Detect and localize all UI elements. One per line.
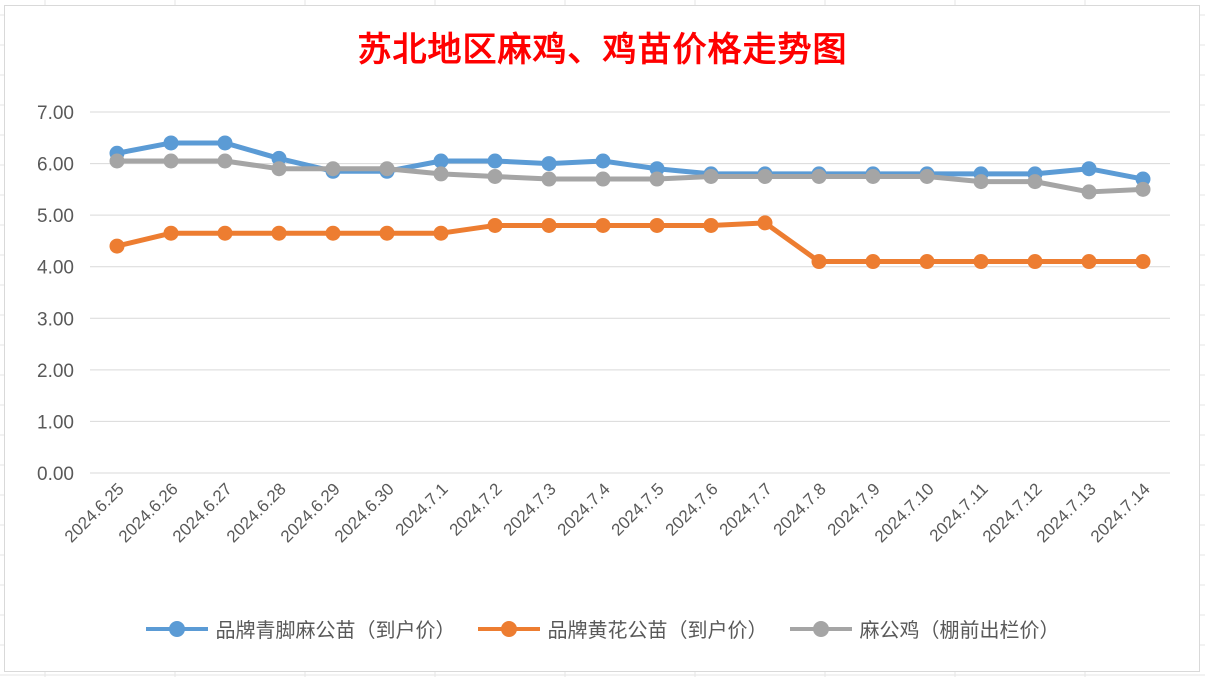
data-point — [433, 225, 449, 241]
data-point — [703, 217, 719, 233]
y-tick-label: 5.00 — [37, 206, 74, 227]
series-3 — [109, 153, 1151, 200]
series-line — [114, 158, 1146, 195]
data-point — [1027, 254, 1043, 270]
data-point — [1135, 171, 1151, 187]
data-point — [919, 168, 935, 184]
data-point — [109, 238, 125, 254]
chart-legend: 品牌青脚麻公苗（到户价） 品牌黄花公苗（到户价） 麻公鸡（棚前出栏价） — [0, 614, 1205, 643]
data-point — [973, 254, 989, 270]
data-point — [433, 166, 449, 182]
data-point — [757, 168, 773, 184]
x-tick-label: 2024.7.3 — [500, 479, 560, 539]
y-tick-label: 1.00 — [37, 412, 74, 433]
data-point — [433, 153, 449, 169]
x-tick-label: 2024.7.1 — [392, 479, 452, 539]
x-tick-label: 2024.7.4 — [554, 479, 614, 539]
data-point — [487, 153, 503, 169]
x-tick-label: 2024.7.2 — [446, 479, 506, 539]
data-point — [163, 153, 179, 169]
legend-item-3: 麻公鸡（棚前出栏价） — [789, 614, 1060, 643]
data-point — [271, 161, 287, 177]
data-point — [1135, 181, 1151, 197]
x-tick-label: 2024.7.7 — [716, 479, 776, 539]
legend-label: 品牌黄花公苗（到户价） — [547, 618, 768, 642]
legend-item-2: 品牌黄花公苗（到户价） — [477, 614, 768, 643]
data-point — [163, 135, 179, 151]
x-tick-label: 2024.7.8 — [770, 479, 830, 539]
data-point — [595, 171, 611, 187]
y-tick-label: 3.00 — [37, 309, 74, 330]
legend-swatch — [477, 619, 540, 639]
y-tick-label: 4.00 — [37, 258, 74, 279]
y-tick-label: 2.00 — [37, 361, 74, 382]
data-point — [649, 171, 665, 187]
data-point — [541, 156, 557, 172]
data-point — [217, 153, 233, 169]
chart-title: 苏北地区麻鸡、鸡苗价格走势图 — [357, 30, 848, 70]
data-point — [325, 161, 341, 177]
legend-label: 麻公鸡（棚前出栏价） — [859, 618, 1060, 642]
legend-label: 品牌青脚麻公苗（到户价） — [215, 618, 456, 642]
data-point — [379, 161, 395, 177]
data-point — [325, 225, 341, 241]
x-tick-label: 2024.7.10 — [871, 479, 938, 546]
data-point — [1135, 254, 1151, 270]
data-point — [541, 171, 557, 187]
legend-swatch — [789, 619, 852, 639]
x-tick-label: 2024.7.14 — [1087, 479, 1154, 546]
data-point — [703, 168, 719, 184]
data-point — [1027, 174, 1043, 190]
data-point — [649, 161, 665, 177]
data-point — [811, 168, 827, 184]
data-point — [379, 225, 395, 241]
y-tick-label: 6.00 — [37, 155, 74, 176]
data-point — [541, 217, 557, 233]
series-line — [114, 140, 1146, 182]
legend-item-1: 品牌青脚麻公苗（到户价） — [145, 614, 456, 643]
data-point — [973, 174, 989, 190]
data-point — [487, 168, 503, 184]
series-2 — [109, 215, 1151, 270]
data-point — [811, 254, 827, 270]
y-tick-label: 0.00 — [37, 464, 74, 485]
data-point — [217, 135, 233, 151]
x-tick-label: 2024.7.5 — [608, 479, 668, 539]
chart-area[interactable] — [4, 5, 1200, 672]
data-point — [1081, 184, 1097, 200]
data-point — [919, 254, 935, 270]
y-tick-label: 7.00 — [37, 103, 74, 124]
series-line — [114, 220, 1146, 265]
data-point — [649, 217, 665, 233]
data-point — [757, 215, 773, 231]
data-point — [109, 153, 125, 169]
x-tick-label: 2024.6.30 — [331, 479, 398, 546]
data-point — [271, 225, 287, 241]
legend-swatch — [145, 619, 208, 639]
data-point — [595, 217, 611, 233]
data-point — [865, 254, 881, 270]
data-point — [595, 153, 611, 169]
data-point — [487, 217, 503, 233]
data-point — [1081, 161, 1097, 177]
data-point — [1081, 254, 1097, 270]
x-tick-label: 2024.7.6 — [662, 479, 722, 539]
data-point — [865, 168, 881, 184]
data-point — [217, 225, 233, 241]
data-point — [163, 225, 179, 241]
data-point — [271, 150, 287, 166]
